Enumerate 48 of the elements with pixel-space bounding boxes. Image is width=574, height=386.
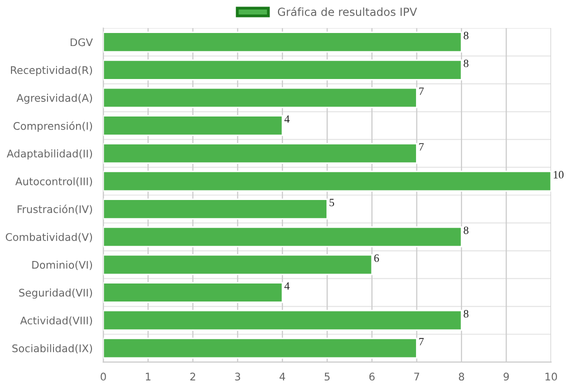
data-label: 10 <box>554 170 564 178</box>
bar <box>103 32 462 53</box>
bar <box>103 115 284 136</box>
bar <box>103 87 418 108</box>
y-tick-label: Frustración(IV) <box>18 204 92 214</box>
bar <box>103 310 462 331</box>
bar <box>103 282 284 303</box>
bar <box>103 254 373 276</box>
y-tick-label: Sociabilidad(IX) <box>12 344 92 354</box>
x-tick-label: 1 <box>146 372 150 380</box>
data-label: 8 <box>464 60 468 68</box>
y-tick-label: Dominio(VI) <box>32 260 92 270</box>
data-label: 7 <box>419 143 424 150</box>
x-tick-label: 0 <box>100 372 106 381</box>
data-label: 4 <box>284 282 290 290</box>
x-tick-label: 2 <box>190 372 196 380</box>
bar <box>103 142 418 164</box>
y-tick-label: Agresividad(A) <box>16 94 92 104</box>
x-tick-label: 3 <box>235 372 240 381</box>
y-tick-label: Autocontrol(III) <box>15 177 92 187</box>
legend-label: Gráfica de resultados IPV <box>278 6 418 16</box>
bar <box>103 198 328 220</box>
y-tick-label: Actividad(VIII) <box>20 316 92 326</box>
data-label: 8 <box>464 310 468 318</box>
bar <box>103 59 462 80</box>
x-tick-label: 9 <box>504 372 509 381</box>
x-tick-label: 5 <box>324 372 330 381</box>
x-tick-label: 7 <box>414 372 420 380</box>
y-tick-label: Seguridad(VII) <box>19 288 92 299</box>
y-tick-label: Comprensión(I) <box>14 121 92 132</box>
data-label: 7 <box>419 338 424 346</box>
y-tick-label: DGV <box>70 38 93 46</box>
data-label: 8 <box>464 32 468 40</box>
x-tick-label: 6 <box>369 372 375 381</box>
x-tick-label: 4 <box>280 372 286 380</box>
bar <box>103 226 462 248</box>
x-tick-label: 10 <box>546 372 557 381</box>
y-tick-label: Adaptabilidad(II) <box>6 149 92 160</box>
data-label: 7 <box>419 88 424 95</box>
data-label: 8 <box>464 226 468 234</box>
data-label: 5 <box>330 198 334 206</box>
y-tick-label: Receptividad(R) <box>10 66 92 76</box>
x-tick-label: 8 <box>458 372 464 381</box>
data-label: 6 <box>374 254 379 262</box>
data-label: 4 <box>284 115 290 123</box>
bar <box>103 338 418 359</box>
y-tick-label: Combatividad(V) <box>6 232 92 242</box>
bar <box>103 170 552 192</box>
